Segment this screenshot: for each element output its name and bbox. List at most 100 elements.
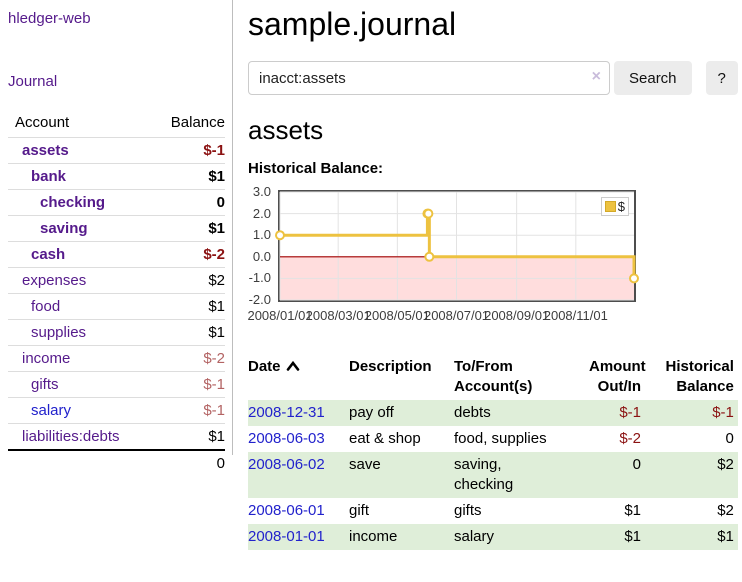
account-row: assets $-1	[8, 137, 225, 164]
x-axis-tick-label: 2008/09/01	[484, 308, 550, 323]
sidebar-account-link[interactable]: checking	[40, 194, 106, 211]
sidebar-account-link[interactable]: supplies	[31, 324, 87, 341]
account-balance: $1	[148, 215, 225, 242]
transaction-row: 2008-01-01 income salary $1 $1	[248, 524, 738, 550]
transaction-amount: $-1	[619, 404, 641, 421]
y-axis: 3.0 2.0 1.0 0.0 -1.0 -2.0	[248, 185, 274, 307]
accounts-balance-table: Account Balance assets $-1 bank $1 checking 0…	[8, 110, 225, 476]
account-name-cell: cash	[8, 241, 149, 268]
x-axis: 2008/01/01 2008/03/01 2008/05/01 2008/07/01…	[247, 308, 738, 324]
transaction-row: 2008-06-02 save saving, checking 0 $2	[248, 452, 738, 498]
transaction-accounts: saving, checking	[454, 456, 514, 493]
sidebar-item-journal[interactable]: Journal	[8, 73, 58, 90]
sort-ascending-icon	[286, 361, 299, 371]
transaction-date-cell: 2008-01-01	[248, 524, 345, 550]
transaction-amount: 0	[632, 456, 641, 473]
account-row: bank $1	[8, 163, 225, 190]
account-heading: assets	[248, 115, 324, 145]
search-button[interactable]: Search	[614, 61, 692, 95]
transaction-date-link[interactable]: 2008-06-01	[248, 502, 325, 519]
account-name-cell: gifts	[8, 371, 149, 398]
account-row: cash $-2	[8, 241, 225, 268]
total-row: 0	[8, 449, 225, 476]
historical-balance-column-header: Historical Balance	[665, 358, 734, 395]
app-title: hledger-web	[8, 10, 225, 27]
total-balance: 0	[148, 449, 225, 476]
transaction-row: 2008-06-03 eat & shop food, supplies $-2 0	[248, 426, 738, 452]
search-input[interactable]	[248, 61, 610, 95]
transaction-date-link[interactable]: 2008-01-01	[248, 528, 325, 545]
transaction-balance: $1	[717, 528, 734, 545]
description-column-header: Description	[349, 358, 432, 375]
search-box: ×	[248, 61, 610, 95]
amount-column-header: Amount Out/In	[589, 358, 646, 395]
date-column-header[interactable]: Date	[248, 354, 345, 400]
account-row: supplies $1	[8, 319, 225, 346]
account-name-cell: saving	[8, 215, 149, 242]
transaction-balance: $-1	[712, 404, 734, 421]
account-name-cell: supplies	[8, 319, 149, 346]
chart-title: Historical Balance:	[248, 160, 384, 177]
clear-search-icon[interactable]: ×	[591, 68, 601, 85]
account-name-cell: checking	[8, 189, 149, 216]
transaction-accounts: food, supplies	[454, 430, 547, 447]
transaction-row: 2008-06-01 gift gifts $1 $2	[248, 498, 738, 524]
account-name-cell: expenses	[8, 267, 149, 294]
sidebar-account-link[interactable]: assets	[22, 142, 69, 159]
account-balance: $1	[148, 163, 225, 190]
historical-balance-chart: 3.0 2.0 1.0 0.0 -1.0 -2.0 $ 2008/01/01 2008/03…	[247, 185, 738, 328]
page-title: sample.journal	[248, 6, 457, 42]
transaction-date-link[interactable]: 2008-12-31	[248, 404, 325, 421]
transaction-date-cell: 2008-12-31	[248, 400, 345, 426]
transaction-row: 2008-12-31 pay off debts $-1 $-1	[248, 400, 738, 426]
y-axis-tick-label: 2.0	[252, 205, 271, 221]
transaction-balance: $2	[717, 502, 734, 519]
account-name-cell: food	[8, 293, 149, 320]
balance-series-plot	[275, 191, 639, 301]
x-axis-tick-label: 2008/11/01	[543, 308, 608, 323]
account-balance: $1	[148, 319, 225, 346]
app-title-link[interactable]: hledger-web	[8, 10, 91, 27]
transaction-accounts: gifts	[454, 502, 482, 519]
account-row: expenses $2	[8, 267, 225, 294]
account-balance: $-1	[148, 371, 225, 398]
transaction-accounts: debts	[454, 404, 491, 421]
account-balance: 0	[148, 189, 225, 216]
sidebar-account-link[interactable]: salary	[31, 402, 72, 419]
sidebar-account-link[interactable]: income	[22, 350, 71, 367]
account-name-cell: bank	[8, 163, 149, 190]
legend-swatch-icon	[604, 201, 616, 212]
account-balance: $2	[148, 267, 225, 294]
y-axis-tick-label: 1.0	[252, 227, 271, 243]
transaction-description: pay off	[349, 404, 394, 421]
date-header-label: Date	[248, 358, 281, 375]
account-balance: $-1	[148, 137, 225, 164]
sidebar-account-link[interactable]: gifts	[31, 376, 59, 393]
account-row: income $-2	[8, 345, 225, 372]
transaction-balance: 0	[725, 430, 734, 447]
sidebar-account-link[interactable]: cash	[31, 246, 66, 263]
transaction-date-cell: 2008-06-01	[248, 498, 345, 524]
account-name-cell: salary	[8, 397, 149, 424]
sidebar-account-link[interactable]: liabilities:debts	[22, 428, 120, 445]
account-name-cell: assets	[8, 137, 149, 164]
transaction-date-link[interactable]: 2008-06-02	[248, 456, 325, 473]
help-button[interactable]: ?	[705, 61, 738, 95]
sidebar-account-link[interactable]: food	[31, 298, 61, 315]
transaction-description: income	[349, 528, 398, 545]
account-balance: $1	[148, 423, 225, 450]
account-column-header: Account	[15, 114, 70, 131]
register-table: Date Description To/From Account(s) Amou…	[248, 354, 738, 550]
sidebar-account-link[interactable]: expenses	[22, 272, 87, 289]
main-content: sample.journal × Search ? assets Histori…	[233, 0, 742, 582]
transaction-description: gift	[349, 502, 370, 519]
accounts-table-header-row: Account Balance	[8, 110, 225, 138]
transaction-description: save	[349, 456, 381, 473]
sidebar-account-link[interactable]: saving	[40, 220, 88, 237]
search-form: × Search ?	[248, 61, 738, 95]
sidebar-account-link[interactable]: bank	[31, 168, 67, 185]
transaction-date-link[interactable]: 2008-06-03	[248, 430, 325, 447]
sidebar: hledger-web Journal Account Balance asse…	[0, 0, 233, 476]
y-axis-tick-label: 0.0	[252, 248, 271, 264]
account-row: liabilities:debts $1	[8, 423, 225, 450]
